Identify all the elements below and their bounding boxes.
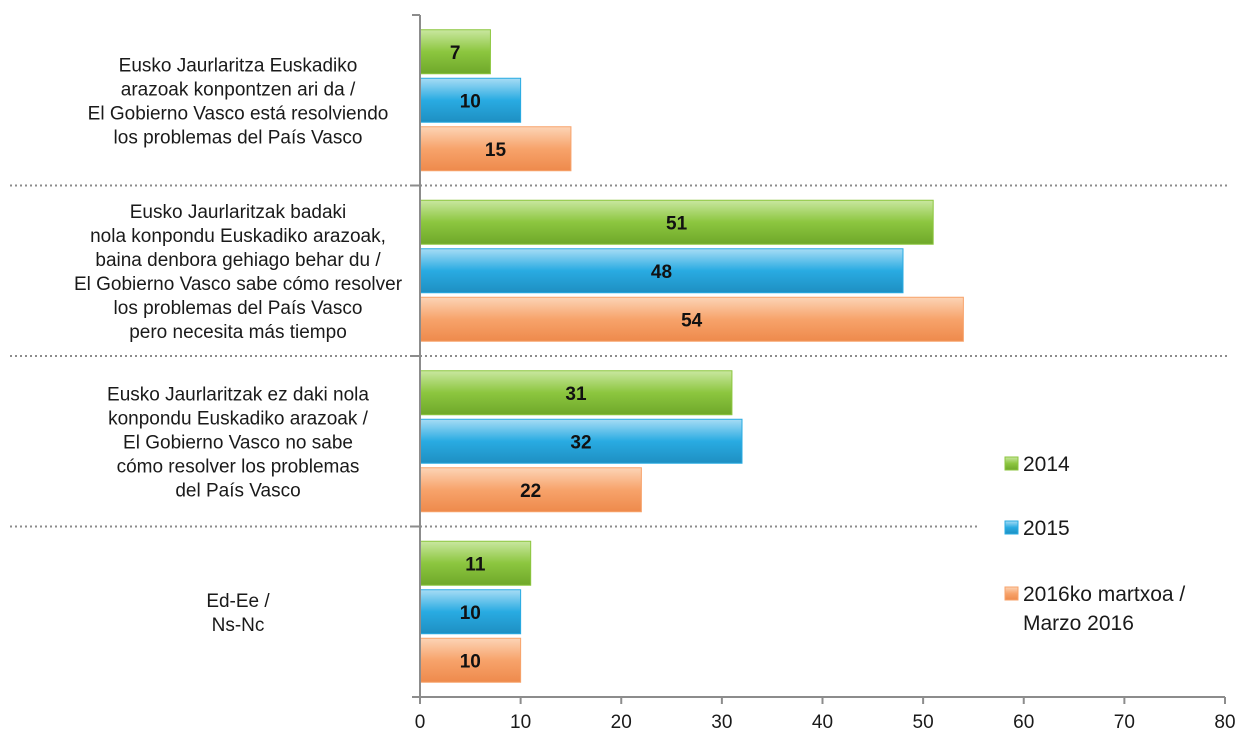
- x-tick-label: 60: [1013, 712, 1034, 733]
- bar-value-label: 22: [520, 481, 541, 502]
- legend-label: 2016ko martxoa /: [1023, 583, 1185, 606]
- bar-value-label: 54: [681, 310, 703, 331]
- category-label: cómo resolver los problemas: [117, 456, 360, 477]
- bar: [419, 637, 522, 683]
- x-tick-label: 70: [1114, 712, 1135, 733]
- category-label: los problemas del País Vasco: [114, 298, 363, 319]
- bar: [419, 29, 491, 75]
- category-label: El Gobierno Vasco no sabe: [123, 432, 353, 453]
- legend-swatch: [1004, 456, 1019, 471]
- category-label: El Gobierno Vasco sabe cómo resolver: [74, 274, 403, 295]
- bar-value-label: 10: [460, 603, 481, 624]
- x-tick-label: 30: [711, 712, 732, 733]
- x-tick-label: 10: [510, 712, 531, 733]
- bar: [419, 126, 572, 172]
- category-label: nola konpondu Euskadiko arazoak,: [90, 226, 386, 247]
- bar: [419, 540, 532, 586]
- legend-swatch: [1004, 520, 1019, 535]
- bar-value-label: 10: [460, 651, 481, 672]
- legend-label: Marzo 2016: [1023, 612, 1134, 635]
- x-tick-label: 50: [913, 712, 934, 733]
- category-label: Eusko Jaurlaritza Euskadiko: [119, 55, 358, 76]
- x-tick-label: 20: [611, 712, 632, 733]
- legend-label: 2014: [1023, 453, 1070, 476]
- bar-value-label: 32: [570, 432, 591, 453]
- x-tick-label: 80: [1214, 712, 1235, 733]
- category-label: Eusko Jaurlaritzak ez daki nola: [107, 384, 369, 405]
- bar: [419, 77, 522, 123]
- x-tick-label: 40: [812, 712, 833, 733]
- bar: [419, 467, 642, 513]
- bar-value-label: 51: [666, 213, 688, 234]
- bar: [419, 418, 743, 464]
- category-label: konpondu Euskadiko arazoak /: [108, 408, 369, 429]
- category-label: pero necesita más tiempo: [129, 322, 347, 343]
- bar-value-label: 15: [485, 140, 507, 161]
- bar-value-label: 31: [565, 384, 587, 405]
- category-label: del País Vasco: [175, 480, 300, 501]
- bar: [419, 589, 522, 635]
- legend-swatch: [1004, 586, 1019, 601]
- category-label: El Gobierno Vasco está resolviendo: [88, 103, 389, 124]
- category-label: Ns-Nc: [212, 615, 265, 636]
- bar-value-label: 10: [460, 91, 481, 112]
- category-label: baina denbora gehiago behar du /: [95, 250, 381, 271]
- x-tick-label: 0: [415, 712, 426, 733]
- bar-value-label: 48: [651, 262, 672, 283]
- legend-label: 2015: [1023, 517, 1070, 540]
- category-label: los problemas del País Vasco: [114, 127, 363, 148]
- bar-value-label: 7: [450, 43, 461, 64]
- category-label: Eusko Jaurlaritzak badaki: [130, 202, 347, 223]
- category-label: Ed-Ee /: [206, 591, 270, 612]
- bar-value-label: 11: [465, 554, 486, 575]
- category-label: arazoak konpontzen ari da /: [121, 79, 356, 100]
